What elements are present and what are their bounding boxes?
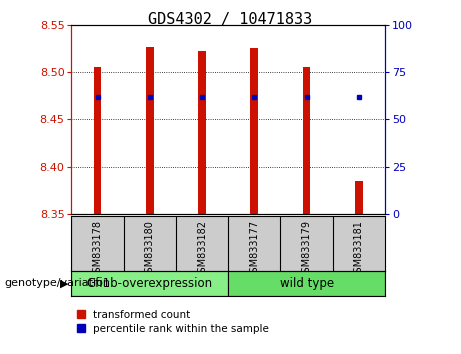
Text: wild type: wild type <box>279 277 334 290</box>
Text: GSM833181: GSM833181 <box>354 220 364 279</box>
Text: GSM833177: GSM833177 <box>249 220 260 279</box>
Bar <box>355 181 363 214</box>
Bar <box>250 48 258 214</box>
Bar <box>146 47 154 214</box>
Bar <box>94 67 101 214</box>
Text: ▶: ▶ <box>60 278 68 288</box>
Text: GSM833182: GSM833182 <box>197 220 207 279</box>
Bar <box>71 271 228 296</box>
Text: Gfi1b-overexpression: Gfi1b-overexpression <box>87 277 213 290</box>
Bar <box>198 51 206 214</box>
Legend: transformed count, percentile rank within the sample: transformed count, percentile rank withi… <box>77 310 269 334</box>
Text: GDS4302 / 10471833: GDS4302 / 10471833 <box>148 12 313 27</box>
Text: GSM833180: GSM833180 <box>145 220 155 279</box>
Text: genotype/variation: genotype/variation <box>5 278 111 288</box>
Bar <box>228 271 385 296</box>
Text: GSM833178: GSM833178 <box>93 220 103 279</box>
Text: GSM833179: GSM833179 <box>301 220 312 279</box>
Bar <box>302 67 311 214</box>
